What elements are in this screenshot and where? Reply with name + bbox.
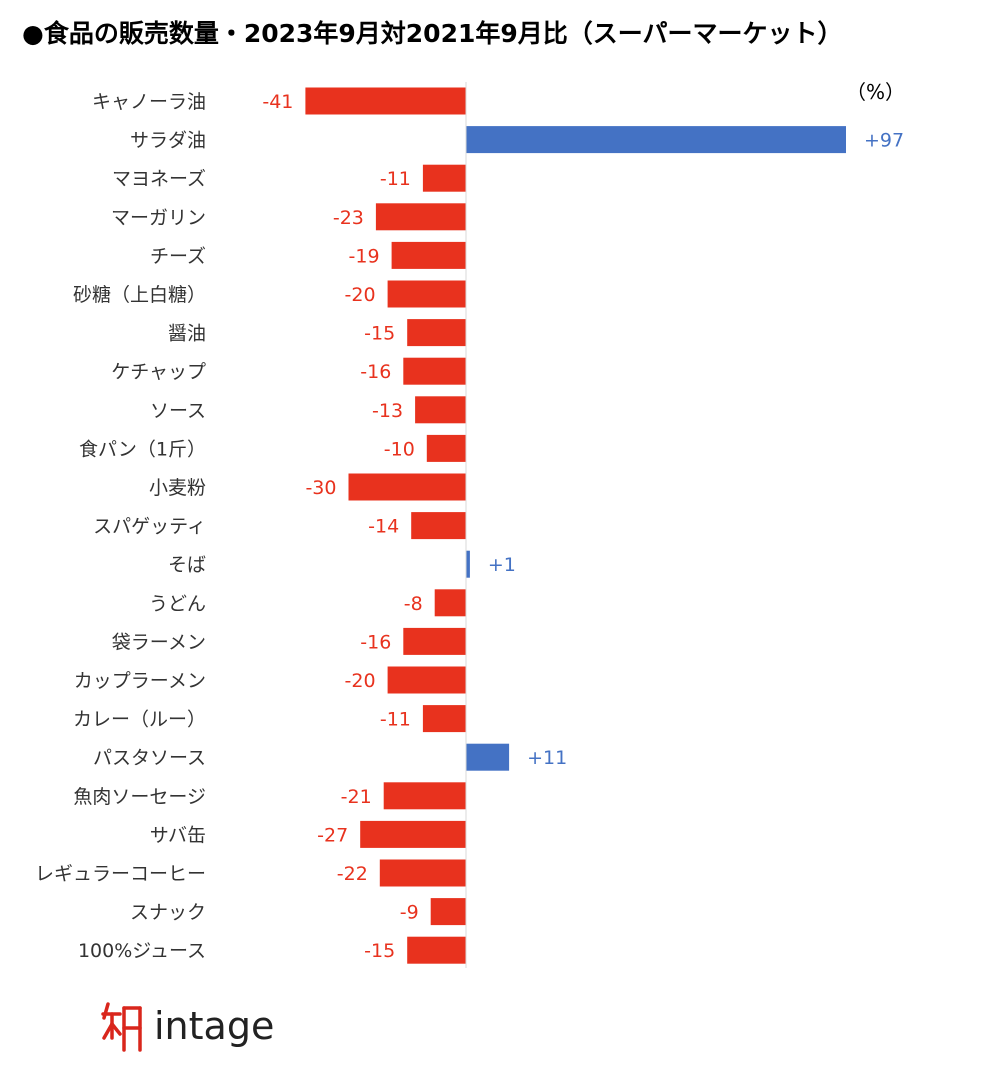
bar (430, 898, 466, 926)
bar (403, 627, 466, 655)
bar (305, 87, 466, 115)
category-label: スナック (130, 902, 206, 924)
category-label: レギュラーコーヒー (35, 863, 206, 885)
bar (403, 357, 466, 385)
data-label: -30 (305, 477, 336, 499)
category-label: マヨネーズ (112, 168, 206, 190)
data-label: -11 (380, 168, 411, 190)
category-label: 砂糖（上白糖） (73, 284, 206, 306)
category-label: ケチャップ (111, 361, 206, 383)
category-label: カレー（ルー） (73, 709, 206, 731)
intage-logo: intage (100, 996, 274, 1056)
data-label: -16 (360, 631, 391, 653)
data-label: -20 (345, 670, 376, 692)
data-label: -41 (262, 91, 293, 113)
bar (466, 550, 470, 578)
bar (407, 319, 466, 347)
data-label: -22 (337, 863, 368, 885)
data-label: -27 (317, 824, 348, 846)
data-label: +97 (864, 130, 904, 152)
category-label: カップラーメン (74, 670, 206, 692)
category-label: 醤油 (168, 323, 206, 345)
bar (348, 473, 466, 501)
category-label: 100%ジュース (78, 940, 206, 962)
category-label: ソース (150, 400, 206, 422)
bar (466, 743, 510, 771)
bar (415, 396, 466, 424)
data-label: -8 (404, 593, 423, 615)
intage-logo-text: intage (154, 1004, 275, 1048)
bar (383, 782, 466, 810)
category-label: そば (168, 554, 206, 576)
category-label: チーズ (150, 245, 206, 267)
data-label: +1 (488, 554, 516, 576)
bar (407, 936, 466, 964)
category-label: 魚肉ソーセージ (73, 786, 206, 808)
bar (422, 164, 466, 192)
data-label: -23 (333, 207, 364, 229)
data-label: +11 (527, 747, 567, 769)
bar (391, 241, 466, 269)
data-label: -16 (360, 361, 391, 383)
bar (387, 666, 466, 694)
data-label: -11 (380, 709, 411, 731)
category-label: パスタソース (93, 747, 206, 769)
data-label: -21 (341, 786, 372, 808)
category-label: 食パン（1斤） (79, 438, 206, 460)
bar (422, 705, 466, 733)
category-label: サラダ油 (130, 130, 206, 152)
data-label: -13 (372, 400, 403, 422)
unit-label: （%） (846, 80, 906, 104)
bar (375, 203, 466, 231)
bar-chart: キャノーラ油 -41 サラダ油 +97 マヨネーズ -11 マーガリン -23 チーズ -19 砂糖… (35, 82, 904, 968)
bar (387, 280, 466, 308)
data-label: -10 (384, 438, 415, 460)
data-label: -14 (368, 516, 399, 538)
data-label: -9 (400, 902, 419, 924)
bar (426, 434, 466, 462)
bar (411, 512, 466, 540)
bar (360, 820, 466, 848)
data-label: -19 (349, 245, 380, 267)
bar (434, 589, 466, 617)
category-label: スパゲッティ (93, 516, 206, 538)
category-label: 袋ラーメン (112, 631, 206, 653)
data-label: -15 (364, 940, 395, 962)
bar (466, 126, 846, 154)
category-label: サバ缶 (150, 824, 206, 846)
category-label: マーガリン (111, 207, 206, 229)
chart-title: ●食品の販売数量・2023年9月対2021年9月比（スーパーマーケット） (22, 19, 843, 48)
data-label: -20 (345, 284, 376, 306)
data-label: -15 (364, 323, 395, 345)
intage-logo-mark-icon (101, 1002, 142, 1052)
category-label: 小麦粉 (149, 477, 206, 499)
category-label: キャノーラ油 (92, 91, 206, 113)
category-label: うどん (149, 593, 206, 615)
bar (379, 859, 466, 887)
